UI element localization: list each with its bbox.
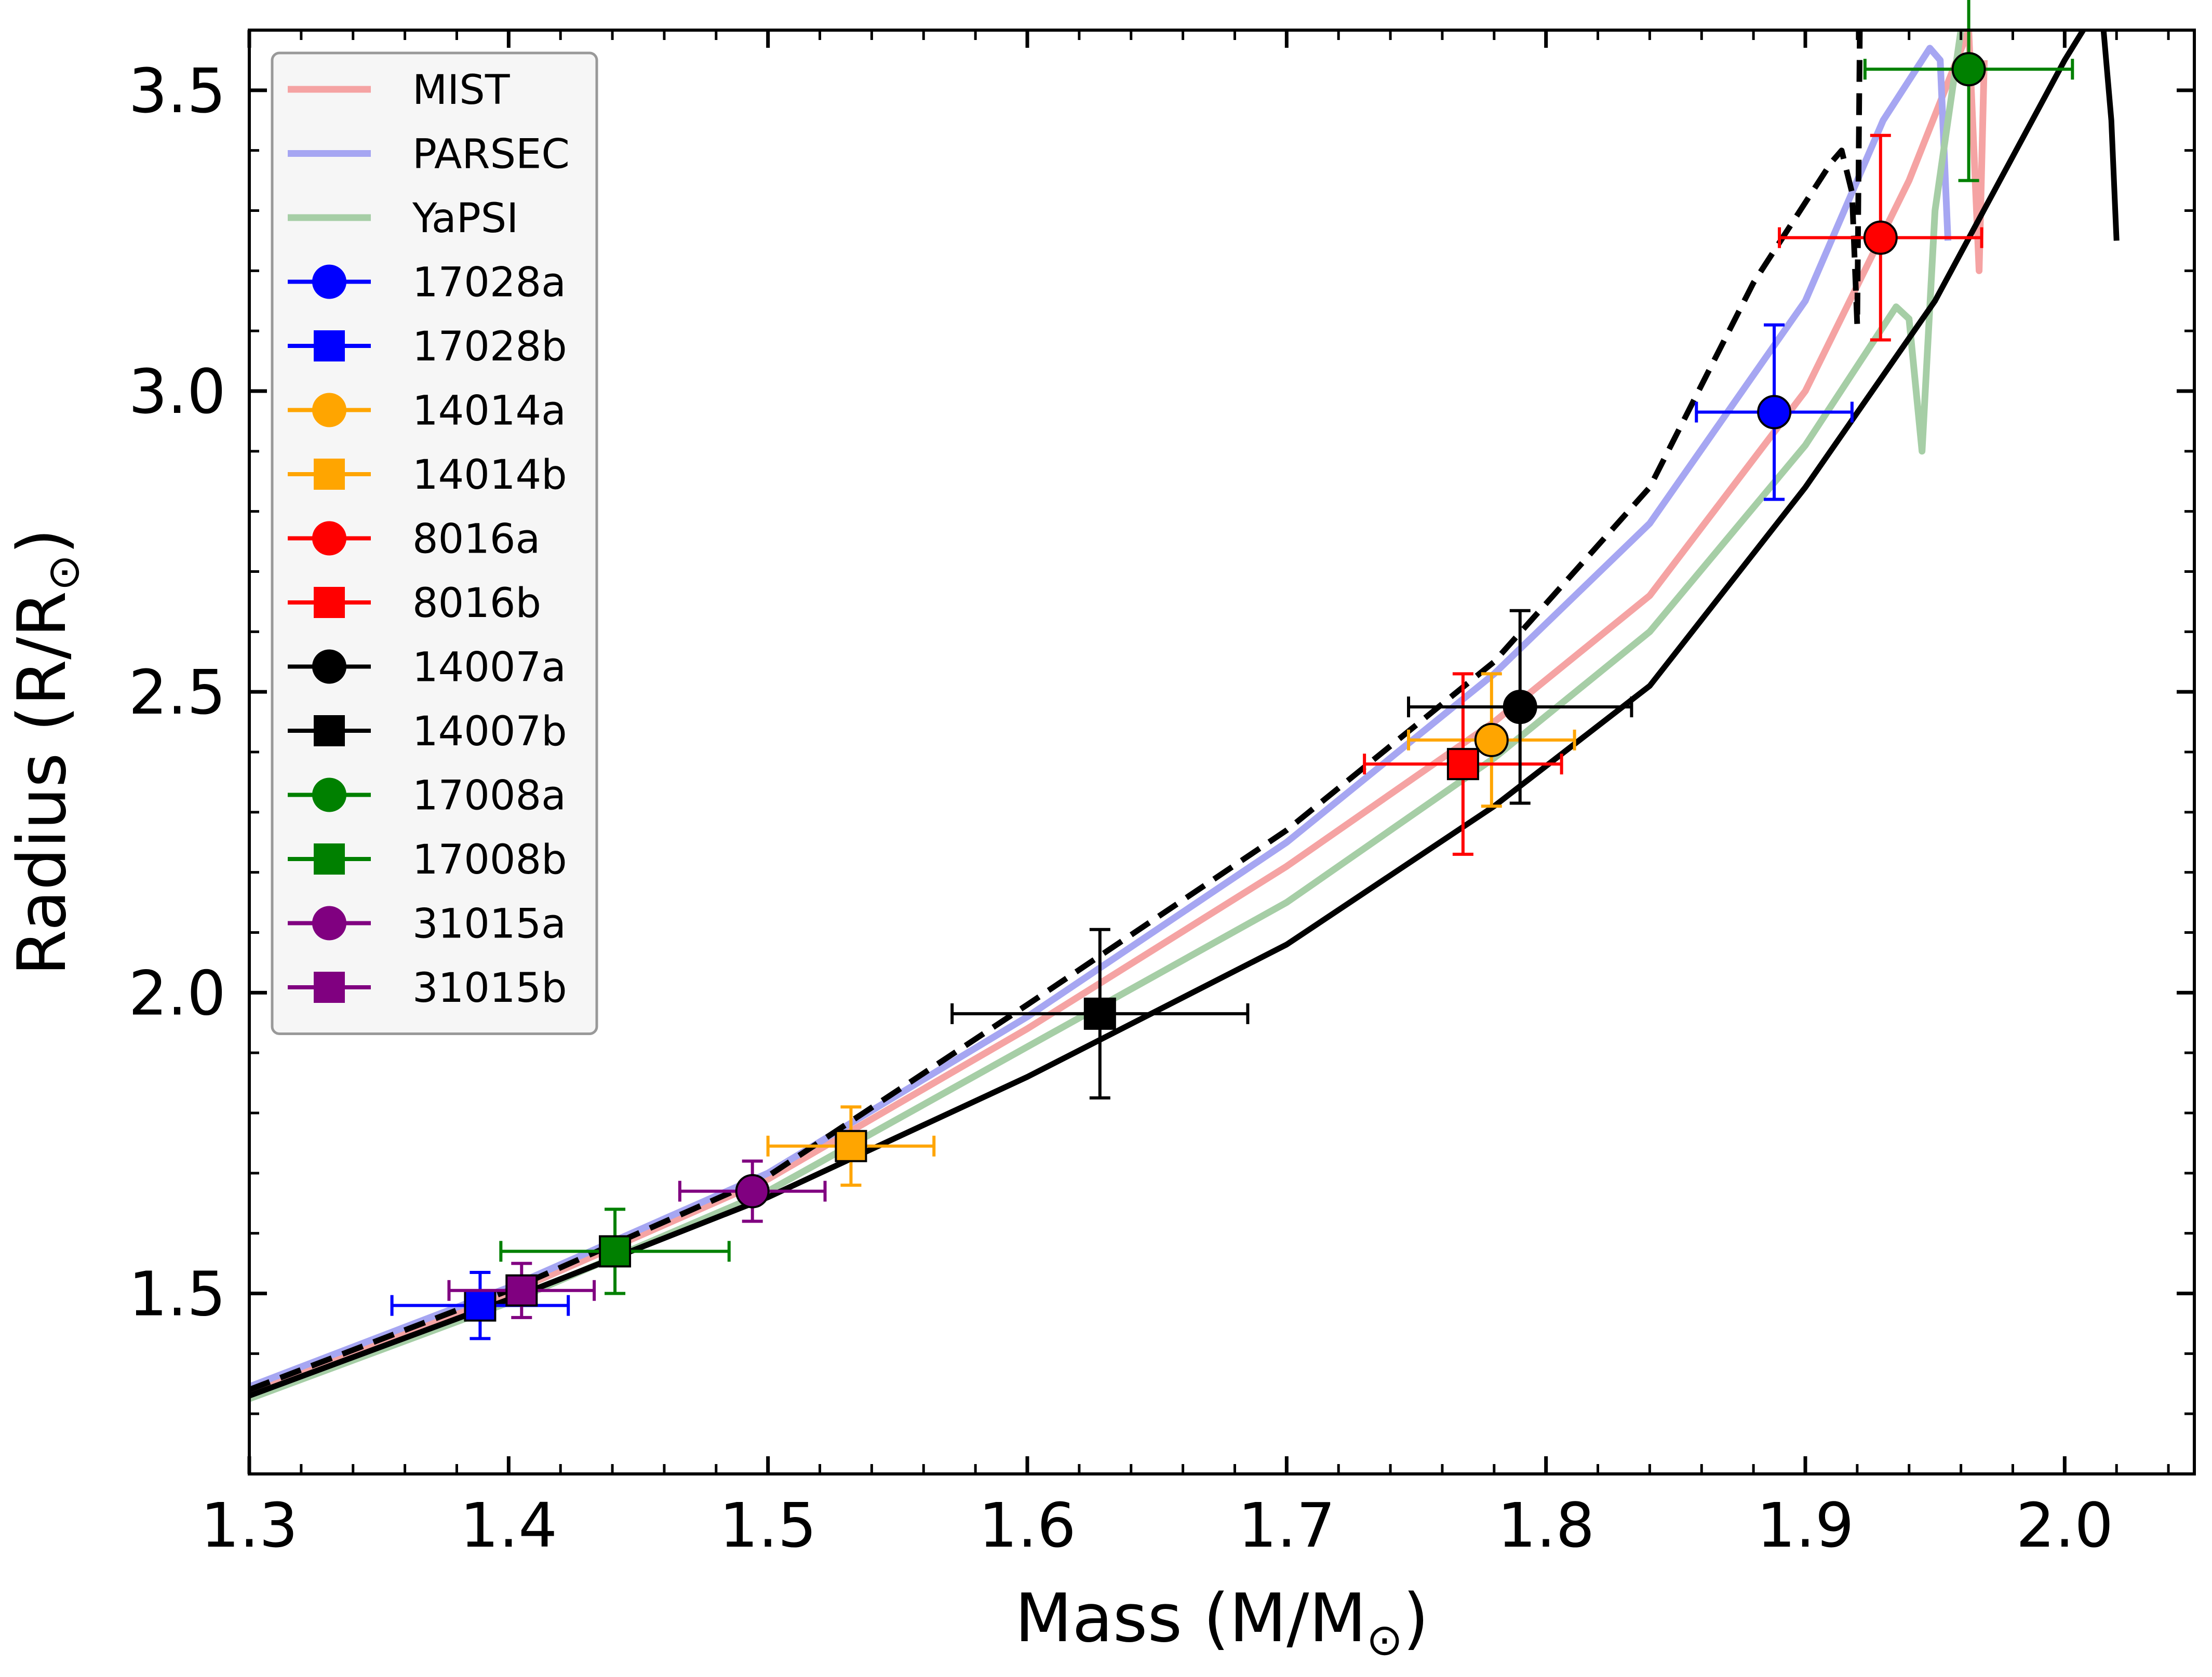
legend-marker-circle: [312, 264, 346, 299]
legend-entry-14007a: 14007a: [288, 645, 566, 691]
x-tick-label: 1.4: [460, 1490, 557, 1561]
legend-label: 17008a: [412, 773, 566, 820]
marker-square: [835, 1130, 867, 1162]
x-tick-label: 1.9: [1757, 1490, 1854, 1561]
marker-circle: [735, 1174, 770, 1209]
marker-circle: [1757, 395, 1792, 430]
legend-entry-17008a: 17008a: [288, 773, 566, 820]
point-14014b: [766, 1105, 936, 1187]
legend-label: 31015b: [412, 965, 567, 1012]
marker-square: [464, 1289, 497, 1322]
point-17008b: [499, 1208, 731, 1295]
point-14007b: [950, 928, 1250, 1100]
legend-entry-YaPSI: YaPSI: [288, 195, 518, 242]
legend-label: 14007a: [412, 645, 566, 691]
x-axis-label: Mass (M/M⊙): [1015, 1580, 1429, 1665]
legend-label: YaPSI: [412, 195, 518, 242]
legend-label: 14014a: [412, 388, 566, 435]
legend-label: 14007b: [412, 708, 567, 755]
marker-circle: [1503, 690, 1537, 725]
y-tick-label: 1.5: [128, 1258, 226, 1330]
y-tick-label: 2.0: [128, 957, 226, 1029]
legend-entry-17008b: 17008b: [288, 837, 567, 883]
legend-marker-circle: [312, 906, 346, 941]
legend-entry-PARSEC: PARSEC: [288, 131, 570, 178]
point-17028a: [1695, 323, 1854, 501]
axis-ticks: 1.3 1.4 1.5 1.6 1.7 1.8 1.9 2.0 1.5 2.0 2.5 3.0 3.5: [128, 29, 2194, 1561]
model-curve-mist: [249, 30, 1988, 1393]
legend-entry-14007b: 14007b: [288, 708, 567, 755]
legend-entry-8016a: 8016a: [288, 516, 540, 563]
legend-entry-8016b: 8016b: [288, 580, 541, 627]
point-31015a: [678, 1159, 827, 1223]
legend-entry-17028b: 17028b: [288, 324, 567, 370]
marker-square: [505, 1274, 538, 1307]
legend-entry-31015a: 31015a: [288, 901, 566, 948]
track-curve-solid: [249, 30, 2120, 1399]
y-tick-label: 2.5: [128, 656, 226, 728]
legend-label: 17028b: [412, 324, 567, 370]
legend-label: 8016a: [412, 516, 540, 563]
legend-entry-MIST: MIST: [288, 67, 510, 114]
marker-circle: [1863, 220, 1898, 255]
x-tick-label: 2.0: [2016, 1490, 2113, 1561]
legend-marker-circle: [312, 393, 346, 427]
legend-label: 31015a: [412, 901, 566, 948]
point-17028b: [390, 1270, 570, 1340]
point-14007a: [1407, 609, 1633, 805]
x-tick-label: 1.5: [719, 1490, 817, 1561]
marker-circle: [1474, 722, 1509, 757]
legend-entry-31015b: 31015b: [288, 965, 567, 1012]
legend-box: [271, 51, 598, 1035]
legend-label: MIST: [412, 67, 510, 114]
legend-label: PARSEC: [412, 131, 570, 178]
legend-marker-circle: [312, 521, 346, 556]
legend-label: 8016b: [412, 580, 541, 627]
legend-entry-17028a: 17028a: [288, 260, 566, 306]
marker-square: [1083, 997, 1116, 1030]
legend-marker-square: [314, 972, 345, 1003]
y-axis-label: Radius (R/R⊙): [4, 528, 89, 975]
marker-circle: [1951, 52, 1986, 87]
point-8016a: [1778, 133, 1983, 342]
legend-label: 14014b: [412, 452, 567, 499]
point-17008a: [1863, 0, 2074, 182]
legend-marker-circle: [312, 649, 346, 684]
legend-marker-circle: [312, 777, 346, 812]
legend-entry-14014b: 14014b: [288, 452, 567, 499]
point-14014a: [1407, 672, 1576, 808]
y-tick-label: 3.0: [128, 356, 226, 427]
data-points: [390, 0, 2074, 1340]
x-tick-label: 1.6: [978, 1490, 1076, 1561]
x-tick-label: 1.8: [1497, 1490, 1595, 1561]
point-8016b: [1363, 672, 1563, 856]
legend-marker-square: [314, 459, 345, 490]
legend-marker-square: [314, 330, 345, 361]
legend: MIST PARSEC YaPSI 17028a 17028b 14014a 14014b 8…: [271, 51, 598, 1035]
x-tick-label: 1.7: [1238, 1490, 1335, 1561]
x-tick-label: 1.3: [200, 1490, 298, 1561]
legend-label: 17028a: [412, 260, 566, 306]
marker-square: [599, 1235, 632, 1268]
point-31015b: [447, 1262, 596, 1319]
marker-square: [1446, 748, 1479, 781]
legend-marker-square: [314, 587, 345, 618]
legend-marker-square: [314, 843, 345, 875]
y-tick-label: 3.5: [128, 55, 226, 127]
legend-marker-square: [314, 715, 345, 746]
legend-entry-14014a: 14014a: [288, 388, 566, 435]
legend-label: 17008b: [412, 837, 567, 883]
